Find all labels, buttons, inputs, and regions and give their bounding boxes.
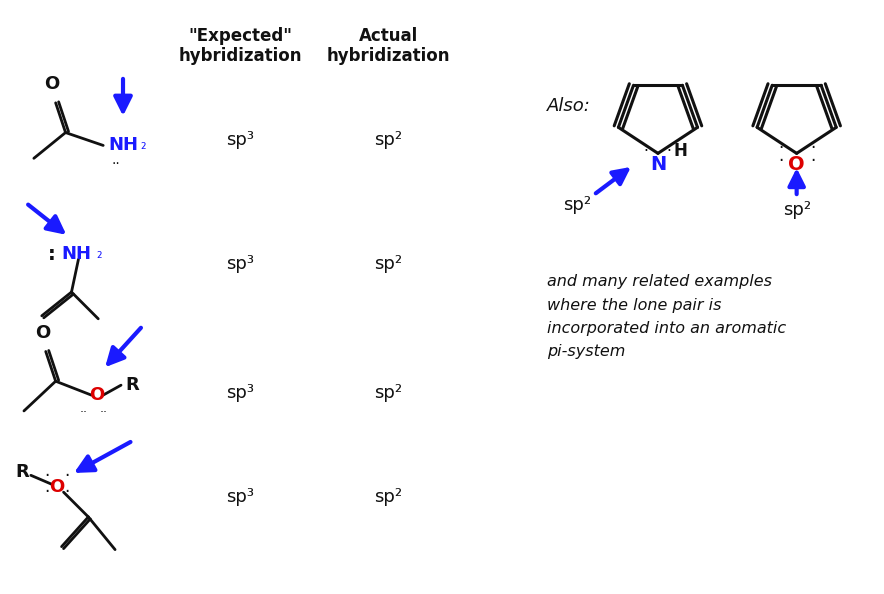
Text: sp³: sp³ (226, 384, 254, 402)
Text: ·: · (64, 467, 69, 485)
Text: Actual
hybridization: Actual hybridization (327, 27, 450, 65)
Text: "Expected"
hybridization: "Expected" hybridization (179, 27, 301, 65)
Text: ·: · (64, 483, 69, 501)
Text: R: R (15, 463, 29, 481)
Text: O: O (88, 386, 104, 404)
Text: sp³: sp³ (226, 488, 254, 506)
Text: O: O (35, 324, 50, 342)
Text: sp²: sp² (375, 384, 402, 402)
Text: ·: · (667, 144, 671, 159)
Text: O: O (789, 156, 805, 174)
Text: ·: · (778, 140, 783, 157)
Text: sp²: sp² (375, 488, 402, 506)
Text: sp²: sp² (782, 201, 811, 219)
Text: O: O (49, 478, 65, 496)
Text: ₂: ₂ (96, 248, 102, 261)
Text: H: H (674, 143, 688, 160)
Text: sp²: sp² (562, 196, 591, 214)
Text: and many related examples
where the lone pair is
incorporated into an aromatic
p: and many related examples where the lone… (547, 274, 786, 359)
Text: NH: NH (62, 245, 92, 263)
Text: Also:: Also: (547, 97, 591, 115)
Text: ··: ·· (80, 406, 88, 419)
Text: ·: · (44, 483, 50, 501)
Text: ··: ·· (99, 406, 107, 419)
Text: sp³: sp³ (226, 255, 254, 273)
Text: NH: NH (108, 137, 138, 154)
Text: sp²: sp² (375, 131, 402, 150)
Text: ₂: ₂ (141, 138, 147, 153)
Text: N: N (650, 156, 666, 174)
Text: ·: · (778, 152, 783, 170)
Text: ··: ·· (111, 157, 120, 171)
Text: :: : (48, 245, 56, 264)
Text: ·: · (44, 467, 50, 485)
Text: sp³: sp³ (226, 131, 254, 150)
Text: O: O (44, 75, 59, 93)
Text: R: R (125, 376, 139, 394)
Text: ·: · (810, 140, 815, 157)
Text: sp²: sp² (375, 255, 402, 273)
Text: ·: · (644, 144, 649, 159)
Text: ·: · (810, 152, 815, 170)
